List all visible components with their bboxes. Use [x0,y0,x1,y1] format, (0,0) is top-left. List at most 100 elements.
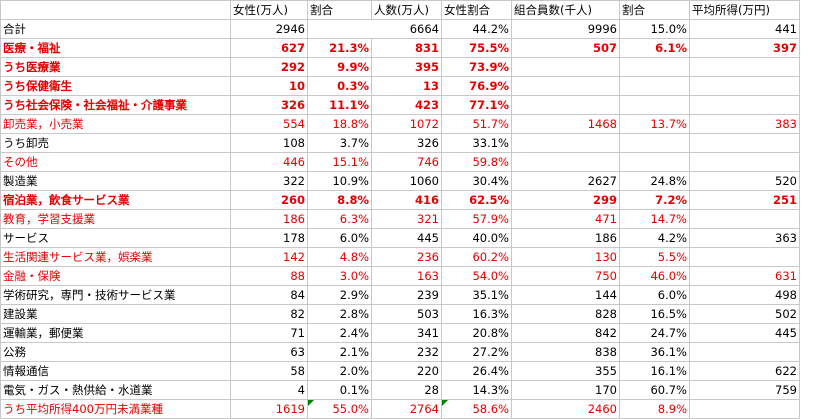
data-cell[interactable]: 2627 [511,171,620,191]
data-cell[interactable]: 6.0% [619,285,690,305]
data-cell[interactable]: 4.8% [307,247,372,267]
data-cell[interactable]: 2.9% [307,285,372,305]
header-cell[interactable]: 女性(万人) [230,0,308,20]
data-cell[interactable]: 1072 [371,114,442,134]
data-cell[interactable]: 76.9% [441,76,512,96]
data-cell[interactable]: 446 [230,152,308,172]
data-cell[interactable]: 16.1% [619,361,690,381]
data-cell[interactable]: 1468 [511,114,620,134]
data-cell[interactable]: 2.0% [307,361,372,381]
data-cell[interactable]: 13 [371,76,442,96]
data-cell[interactable]: 759 [689,380,800,400]
data-cell[interactable]: 130 [511,247,620,267]
data-cell[interactable]: 142 [230,247,308,267]
data-cell[interactable]: 36.1% [619,342,690,362]
data-cell[interactable]: 631 [689,266,800,286]
data-cell[interactable] [619,57,690,77]
row-label-cell[interactable]: 製造業 [0,171,231,191]
header-cell[interactable]: 人数(万人) [371,0,442,20]
header-cell[interactable]: 割合 [307,0,372,20]
data-cell[interactable] [689,342,800,362]
data-cell[interactable]: 62.5% [441,190,512,210]
row-label-cell[interactable]: うち社会保険・社会福祉・介護事業 [0,95,231,115]
row-label-cell[interactable]: 電気・ガス・熱供給・水道業 [0,380,231,400]
data-cell[interactable]: 498 [689,285,800,305]
data-cell[interactable] [689,76,800,96]
data-cell[interactable]: 828 [511,304,620,324]
data-cell[interactable]: 6.0% [307,228,372,248]
data-cell[interactable]: 9996 [511,19,620,39]
data-cell[interactable] [307,19,372,39]
data-cell[interactable]: 0.3% [307,76,372,96]
data-cell[interactable]: 2.4% [307,323,372,343]
data-cell[interactable]: 260 [230,190,308,210]
data-cell[interactable]: 236 [371,247,442,267]
data-cell[interactable]: 59.8% [441,152,512,172]
data-cell[interactable]: 108 [230,133,308,153]
data-cell[interactable]: 77.1% [441,95,512,115]
data-cell[interactable]: 6.3% [307,209,372,229]
data-cell[interactable]: 322 [230,171,308,191]
data-cell[interactable] [689,247,800,267]
data-cell[interactable]: 4 [230,380,308,400]
data-cell[interactable]: 28 [371,380,442,400]
data-cell[interactable]: 445 [689,323,800,343]
data-cell[interactable]: 24.7% [619,323,690,343]
row-label-cell[interactable]: 卸売業，小売業 [0,114,231,134]
data-cell[interactable]: 3.7% [307,133,372,153]
data-cell[interactable]: 397 [689,38,800,58]
data-cell[interactable]: 15.0% [619,19,690,39]
data-cell[interactable]: 9.9% [307,57,372,77]
data-cell[interactable]: 0.1% [307,380,372,400]
data-cell[interactable]: 5.5% [619,247,690,267]
data-cell[interactable]: 416 [371,190,442,210]
data-cell[interactable]: 292 [230,57,308,77]
data-cell[interactable]: 842 [511,323,620,343]
data-cell[interactable]: 51.7% [441,114,512,134]
row-label-cell[interactable]: 生活関連サービス業，娯楽業 [0,247,231,267]
data-cell[interactable]: 232 [371,342,442,362]
data-cell[interactable]: 8.9% [619,399,690,419]
data-cell[interactable] [689,399,800,419]
data-cell[interactable] [511,133,620,153]
data-cell[interactable]: 15.1% [307,152,372,172]
row-label-cell[interactable]: 情報通信 [0,361,231,381]
data-cell[interactable]: 6664 [371,19,442,39]
data-cell[interactable]: 178 [230,228,308,248]
row-label-cell[interactable]: 学術研究，専門・技術サービス業 [0,285,231,305]
data-cell[interactable]: 2764 [371,399,442,419]
data-cell[interactable]: 58 [230,361,308,381]
data-cell[interactable] [511,76,620,96]
data-cell[interactable] [619,95,690,115]
data-cell[interactable]: 16.3% [441,304,512,324]
data-cell[interactable]: 299 [511,190,620,210]
data-cell[interactable]: 10 [230,76,308,96]
data-cell[interactable]: 1060 [371,171,442,191]
data-cell[interactable]: 2460 [511,399,620,419]
data-cell[interactable]: 46.0% [619,266,690,286]
row-label-cell[interactable]: うち医療業 [0,57,231,77]
data-cell[interactable]: 7.2% [619,190,690,210]
data-cell[interactable]: 746 [371,152,442,172]
data-cell[interactable]: 445 [371,228,442,248]
row-label-cell[interactable]: 合計 [0,19,231,39]
data-cell[interactable]: 423 [371,95,442,115]
row-label-cell[interactable]: 宿泊業，飲食サービス業 [0,190,231,210]
row-label-cell[interactable]: その他 [0,152,231,172]
data-cell[interactable]: 186 [511,228,620,248]
data-cell[interactable]: 321 [371,209,442,229]
data-cell[interactable]: 16.5% [619,304,690,324]
data-cell[interactable]: 363 [689,228,800,248]
data-cell[interactable] [619,76,690,96]
data-cell[interactable]: 503 [371,304,442,324]
data-cell[interactable]: 2946 [230,19,308,39]
data-cell[interactable]: 60.2% [441,247,512,267]
data-cell[interactable]: 58.6% [441,399,512,419]
header-cell[interactable]: 女性割合 [441,0,512,20]
data-cell[interactable]: 170 [511,380,620,400]
data-cell[interactable]: 88 [230,266,308,286]
data-cell[interactable]: 40.0% [441,228,512,248]
data-cell[interactable]: 4.2% [619,228,690,248]
data-cell[interactable]: 251 [689,190,800,210]
row-label-cell[interactable]: 運輸業，郵便業 [0,323,231,343]
